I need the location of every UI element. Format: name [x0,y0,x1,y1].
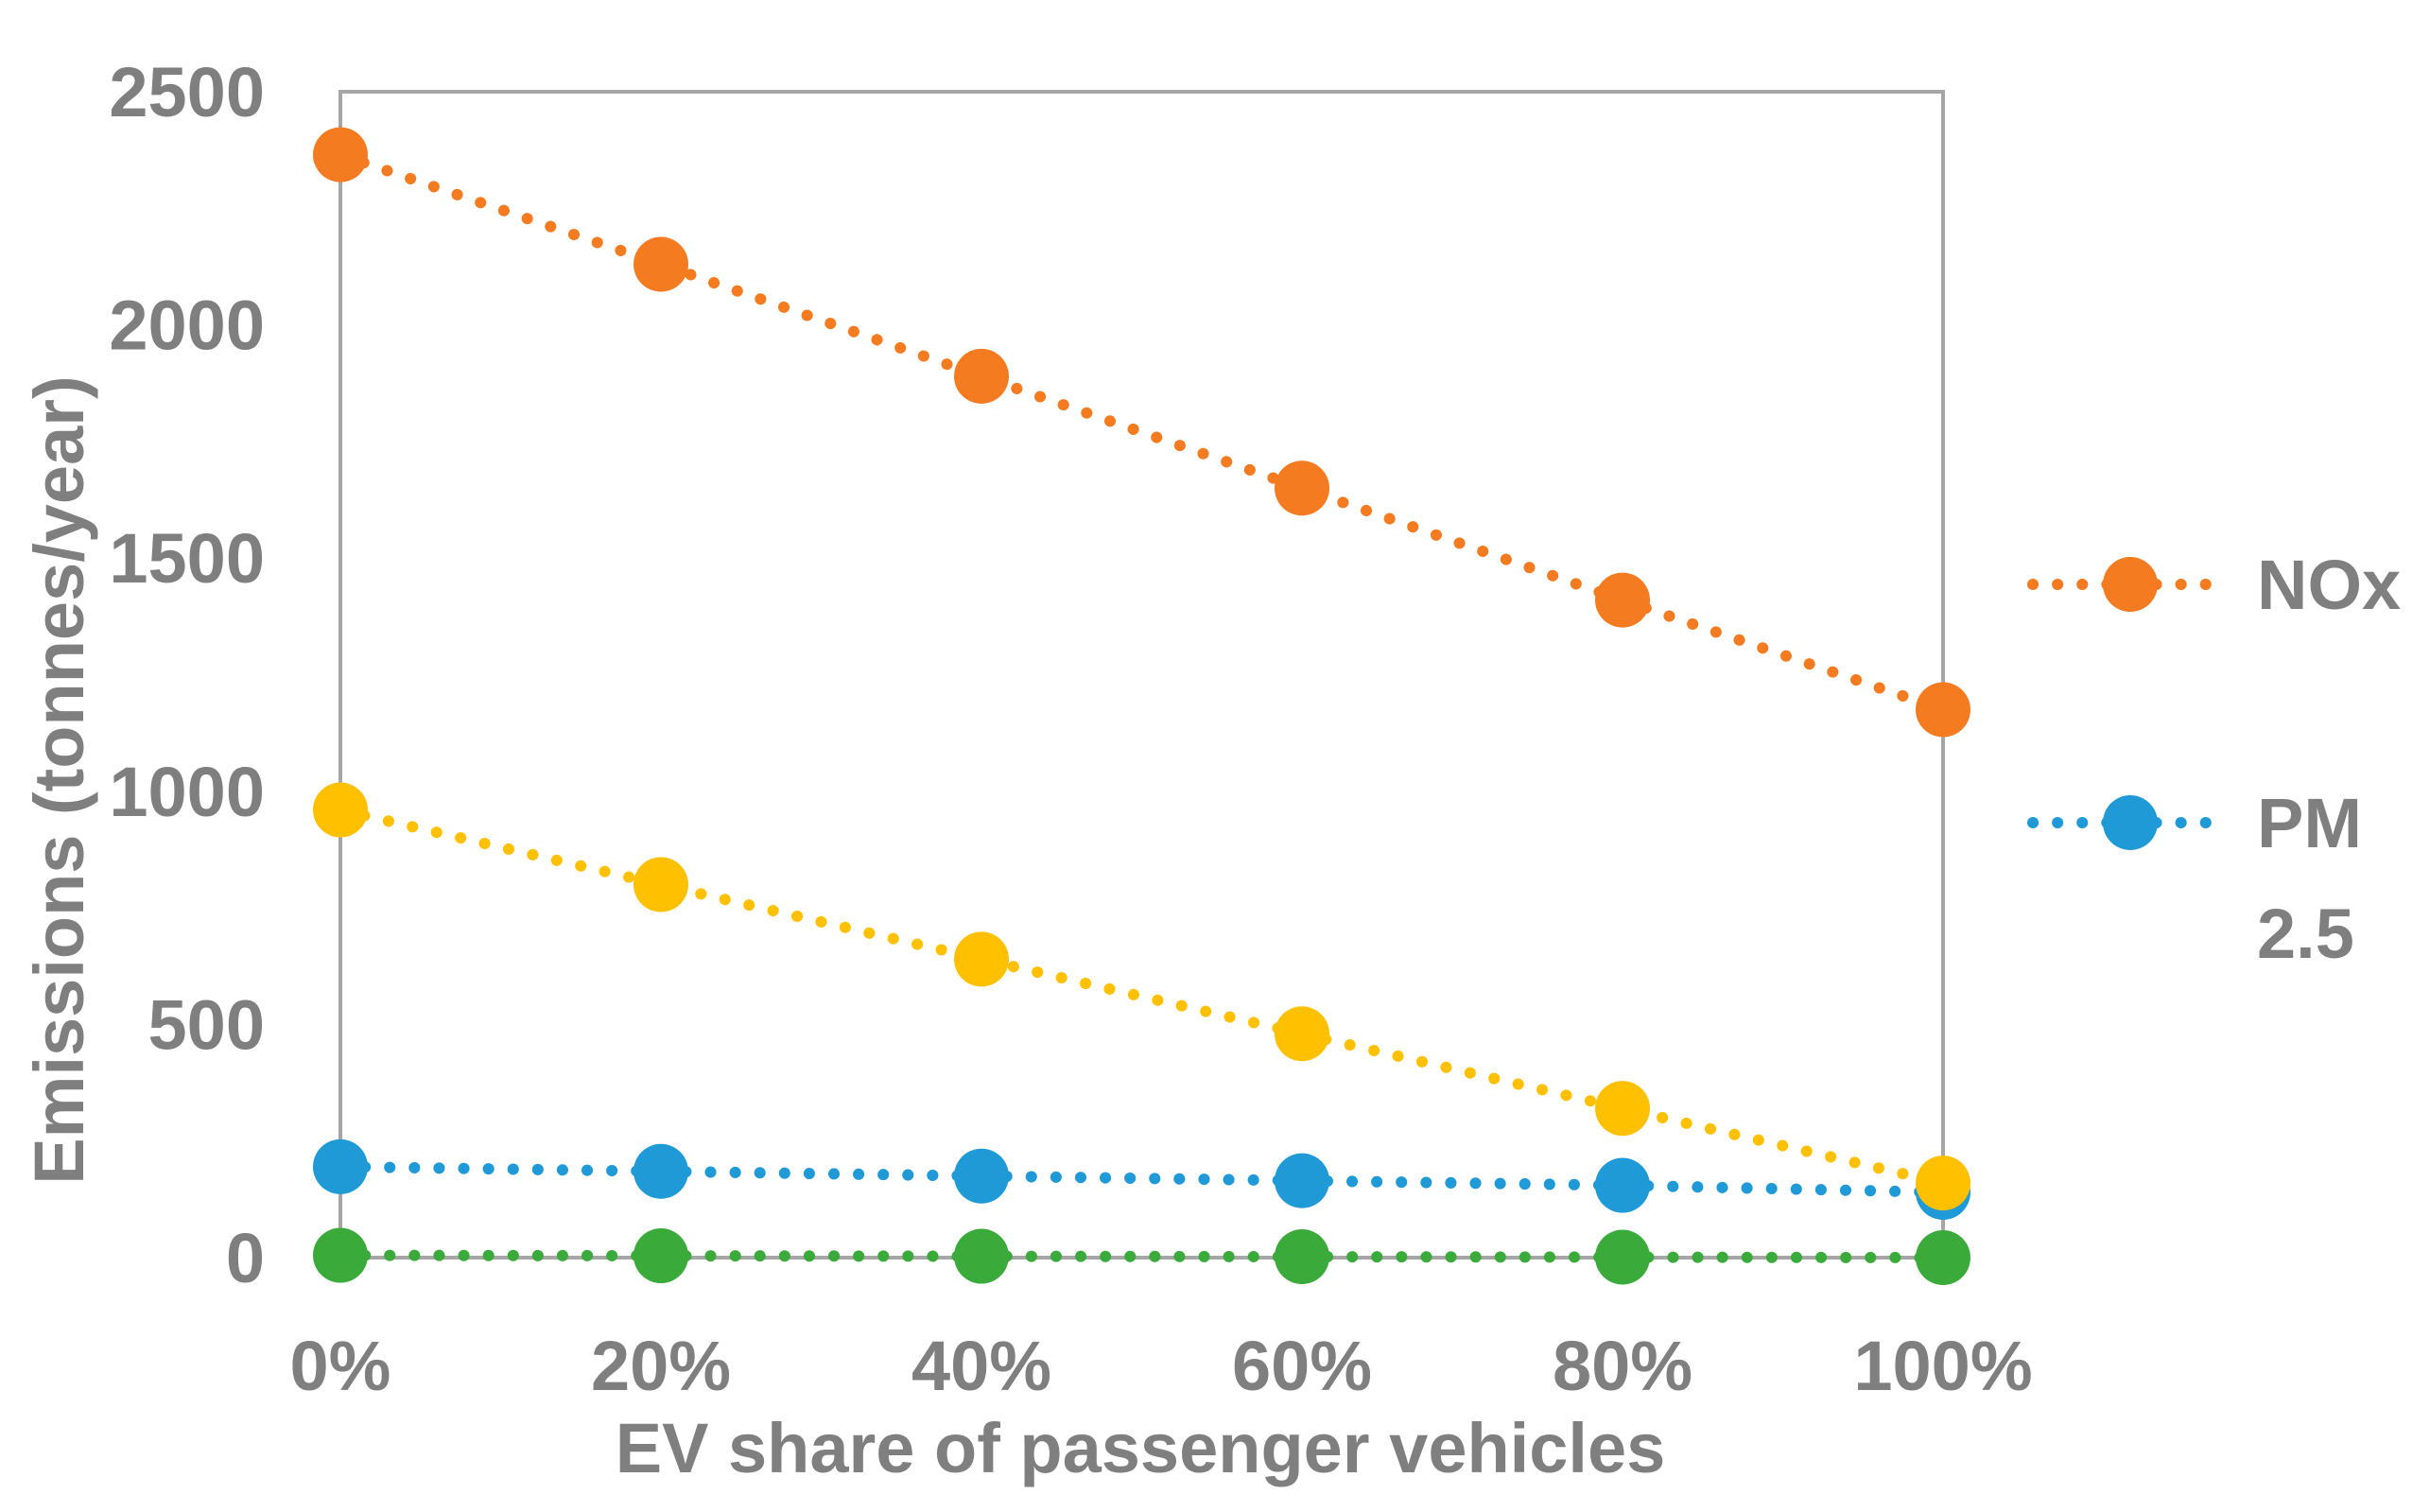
legend-label: 2.5 [2257,895,2354,973]
series-unlabeled-3 [313,1227,1970,1285]
data-point [634,857,688,912]
data-point [1275,1229,1329,1285]
series-unlabeled-2 [313,782,1970,1211]
y-axis-title: Emissions (tonnes/year) [20,375,98,1184]
data-point [954,348,1009,404]
x-tick-label: 20% [591,1327,731,1405]
series-line [335,1160,1949,1198]
y-tick-label: 0 [226,1219,265,1297]
data-point [313,782,368,838]
y-tick-label: 2000 [109,287,265,365]
legend-item: NOx [2027,546,2401,624]
series-pm-2-5 [313,1138,1970,1220]
x-tick-label: 40% [911,1327,1051,1405]
y-tick-label: 500 [148,985,265,1064]
data-point [634,1228,688,1284]
legend-marker [2103,557,2158,612]
data-point [634,1143,688,1199]
x-tick-label: 0% [290,1327,391,1405]
series-line [335,148,1949,716]
x-tick-label: 60% [1232,1327,1372,1405]
x-axis-title: EV share of passenger vehicles [616,1409,1666,1487]
data-point [954,1228,1009,1284]
data-point [1595,1157,1650,1213]
y-tick-label: 1000 [109,753,265,831]
legend-marker [2103,795,2158,850]
data-point [1275,1153,1329,1208]
x-tick-label: 80% [1553,1327,1692,1405]
data-point [1916,682,1970,738]
legend: NOx PM 2.5 [2027,546,2401,973]
x-axis-ticks: 0% 20% 40% 60% 80% 100% [290,1327,2033,1405]
y-tick-label: 2500 [109,53,265,131]
data-point [1595,1081,1650,1137]
data-point [954,931,1009,987]
series-nox [313,127,1970,738]
legend-label: PM [2257,784,2362,862]
data-point [1275,461,1329,516]
series-line [335,1249,1949,1263]
data-point [1595,572,1650,628]
x-tick-label: 100% [1853,1327,2032,1405]
data-point [1916,1156,1970,1211]
legend-item: PM 2.5 [2027,784,2362,973]
data-point [313,1227,368,1283]
data-point [313,1138,368,1194]
series-layer [313,127,1970,1285]
data-point [1916,1230,1970,1285]
series-line [335,804,1949,1190]
data-point [1275,1006,1329,1062]
legend-label: NOx [2257,546,2401,624]
data-point [954,1148,1009,1204]
y-axis-ticks: 0 500 1000 1500 2000 2500 [109,53,265,1297]
plot-frame [338,90,1945,1260]
data-point [1595,1229,1650,1285]
data-point [634,236,688,292]
data-point [313,127,368,182]
plot-area [338,90,1945,1260]
y-tick-label: 1500 [109,519,265,598]
